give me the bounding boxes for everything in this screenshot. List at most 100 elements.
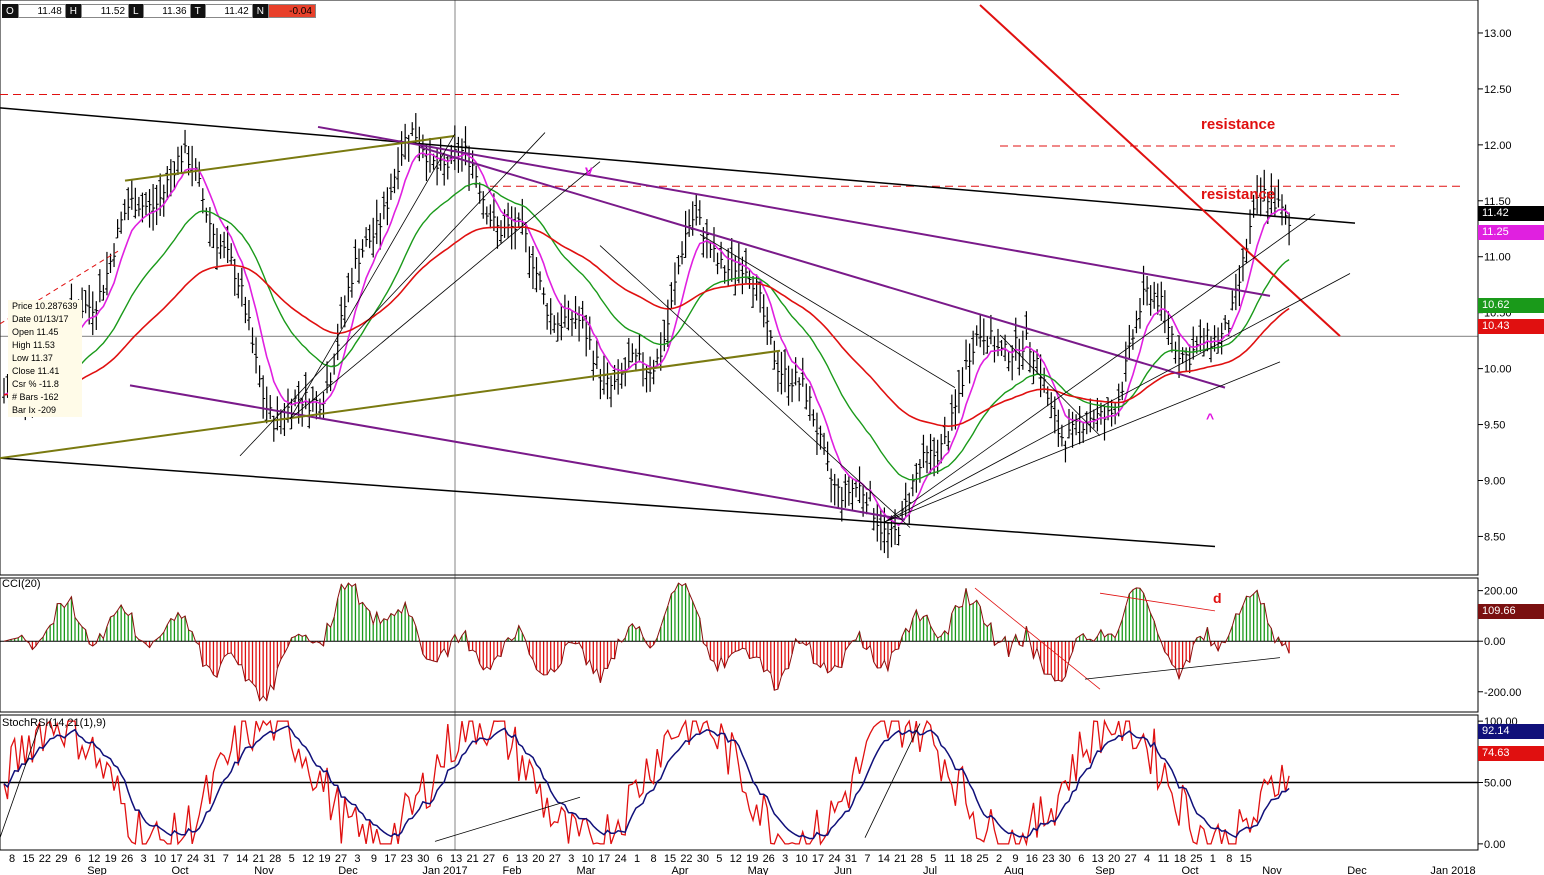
x-day-label: 17: [170, 853, 182, 865]
resistance-label: resistance: [1201, 116, 1276, 133]
x-day-label: 17: [812, 853, 824, 865]
x-day-label: 23: [401, 853, 413, 865]
ema-mid-tag: 10.62: [1478, 298, 1544, 313]
x-day-label: 28: [911, 853, 923, 865]
x-day-label: 18: [960, 853, 972, 865]
x-day-label: 21: [253, 853, 265, 865]
close-key: T: [190, 4, 205, 18]
x-day-label: 7: [223, 853, 229, 865]
x-day-label: 26: [121, 853, 133, 865]
x-day-label: 6: [437, 853, 443, 865]
high-key: H: [65, 4, 82, 18]
ohlc-readout: O 11.48 H 11.52 L 11.36 T 11.42 N -0.04: [2, 4, 316, 18]
info-line: Csr % -11.8: [12, 379, 59, 389]
red-downtrend-line: [979, 4, 1341, 337]
x-day-label: 7: [864, 853, 870, 865]
stoch-d-line: [3, 725, 1290, 840]
x-month-label: Sep: [1095, 865, 1115, 875]
x-day-label: 4: [1144, 853, 1150, 865]
x-month-label: Nov: [254, 865, 274, 875]
stoch-y-tick-label: 0.00: [1484, 839, 1505, 851]
open-key: O: [2, 4, 18, 18]
stoch-trend-line: [864, 723, 921, 838]
x-day-label: 14: [878, 853, 890, 865]
x-day-label: 17: [598, 853, 610, 865]
fan-line: [699, 234, 956, 388]
x-month-label: Sep: [87, 865, 107, 875]
y-tick-label: 8.50: [1484, 531, 1505, 543]
stoch-k-line: [3, 718, 1290, 847]
last-price-tag: 11.42: [1478, 206, 1544, 221]
x-day-label: 5: [716, 853, 722, 865]
caret-mark: ^: [1206, 410, 1215, 426]
stoch-trend-line: [434, 796, 581, 842]
x-day-label: 24: [828, 853, 840, 865]
cci-line: [3, 582, 1290, 702]
x-day-label: 8: [650, 853, 656, 865]
y-tick-label: 11.50: [1484, 196, 1511, 208]
cci-value-tag: 109.66: [1478, 604, 1544, 619]
x-day-label: 10: [154, 853, 166, 865]
x-day-label: 21: [894, 853, 906, 865]
x-day-label: 25: [1190, 853, 1202, 865]
fan-line: [239, 132, 546, 457]
x-day-label: 27: [335, 853, 347, 865]
cci-trend-line: [974, 587, 1101, 690]
low-key: L: [129, 4, 143, 18]
cci-y-tick-label: 0.00: [1484, 636, 1505, 648]
fan-line: [289, 133, 456, 420]
y-tick-label: 13.00: [1484, 28, 1512, 40]
x-day-label: 6: [1078, 853, 1084, 865]
x-day-label: 25: [976, 853, 988, 865]
x-day-label: 30: [697, 853, 709, 865]
info-line: Price 10.287639: [12, 301, 78, 311]
cci-trend-line: [1099, 592, 1216, 612]
x-day-label: 3: [568, 853, 574, 865]
low-value: 11.36: [142, 4, 191, 18]
x-day-label: 6: [502, 853, 508, 865]
x-day-label: 10: [795, 853, 807, 865]
net-value: -0.04: [267, 4, 316, 18]
x-day-label: 30: [1059, 853, 1071, 865]
x-day-label: 27: [483, 853, 495, 865]
x-day-label: 1: [634, 853, 640, 865]
x-month-label: Jul: [923, 865, 937, 875]
x-day-label: 10: [582, 853, 594, 865]
x-month-label: Apr: [671, 865, 688, 875]
x-day-label: 3: [141, 853, 147, 865]
x-day-label: 12: [730, 853, 742, 865]
x-day-label: 6: [75, 853, 81, 865]
y-tick-label: 12.00: [1484, 140, 1512, 152]
x-day-label: 11: [944, 853, 955, 865]
info-line: Date 01/13/17: [12, 314, 69, 324]
x-month-label: Jan 2018: [1430, 865, 1475, 875]
open-value: 11.48: [17, 4, 66, 18]
x-day-label: 13: [450, 853, 462, 865]
info-line: Low 11.37: [12, 353, 53, 363]
close-value: 11.42: [204, 4, 253, 18]
y-tick-label: 9.00: [1484, 475, 1505, 487]
x-day-label: 16: [1026, 853, 1038, 865]
x-day-label: 22: [39, 853, 51, 865]
x-day-label: 5: [289, 853, 295, 865]
x-day-label: 20: [1108, 853, 1120, 865]
y-tick-label: 10.00: [1484, 364, 1512, 376]
cci-panel-title: CCI(20): [2, 578, 41, 590]
ema-slow-tag: 10.43: [1478, 319, 1544, 334]
v-mark: v: [585, 162, 593, 178]
x-day-label: 18: [1174, 853, 1186, 865]
olive-trend-lower: [0, 349, 781, 460]
x-day-label: 3: [354, 853, 360, 865]
x-day-label: 24: [187, 853, 199, 865]
info-line: High 11.53: [12, 340, 55, 350]
y-tick-label: 11.00: [1484, 252, 1511, 264]
x-day-label: 9: [1012, 853, 1018, 865]
info-line: # Bars -162: [12, 392, 59, 402]
y-tick-label: 9.50: [1484, 420, 1505, 432]
x-day-label: 11: [1158, 853, 1169, 865]
fan-line: [599, 245, 911, 528]
cci-y-tick-label: -200.00: [1484, 687, 1521, 699]
x-day-label: 3: [782, 853, 788, 865]
